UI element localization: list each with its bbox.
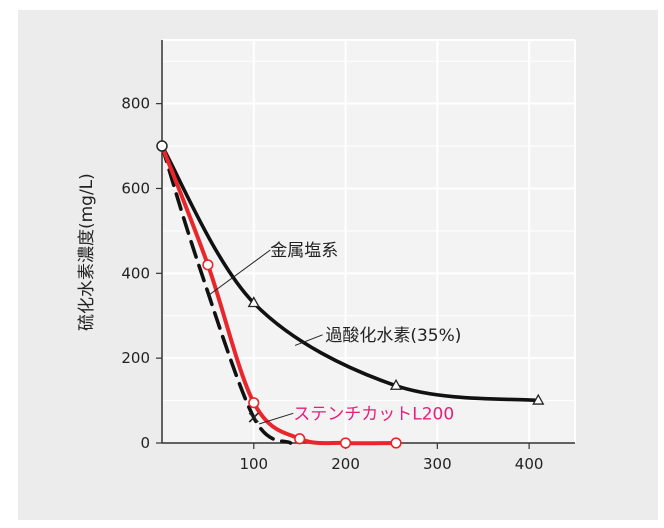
data-point [532,393,545,405]
series [156,140,545,449]
x-tick-label: 200 [331,455,360,473]
data-point [389,378,403,390]
series-label-metal-salt: 金属塩系 [270,241,338,261]
data-point [202,259,214,271]
data-point [390,437,402,449]
data-point [248,397,260,409]
tick-labels: 0 200 400 600 800 100 200 300 400 [121,95,543,473]
data-point [294,433,306,445]
leader-line-stenchcut [259,412,294,425]
series-label-hydrogen-peroxide: 過酸化水素(35%) [325,326,461,346]
y-tick-label: 600 [121,179,150,197]
data-point [248,412,259,423]
y-tick-label: 0 [140,434,150,452]
annotations: 金属塩系 過酸化水素(35%) ステンチカットL200 [209,241,461,425]
y-tick-label: 800 [121,95,150,113]
y-tick-label: 200 [121,349,150,367]
x-tick-label: 400 [515,455,544,473]
series-label-stenchcut: ステンチカットL200 [293,404,454,424]
y-tick-label: 400 [121,264,150,282]
plot-area [162,40,575,443]
leader-line-hydrogen-peroxide [294,334,323,346]
leader-line-metal-salt [209,249,271,295]
data-point [156,140,168,152]
x-tick-label: 300 [423,455,452,473]
grid [162,39,576,443]
data-point [339,437,352,449]
series-line-0 [160,144,541,403]
x-tick-label: 100 [239,455,268,473]
y-axis-label: 硫化水素濃度(mg/L) [77,173,97,331]
data-point [247,296,260,308]
series-line-1 [160,144,293,445]
